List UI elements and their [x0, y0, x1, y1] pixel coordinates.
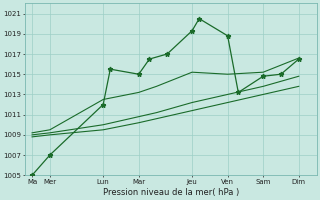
X-axis label: Pression niveau de la mer( hPa ): Pression niveau de la mer( hPa ): [103, 188, 239, 197]
